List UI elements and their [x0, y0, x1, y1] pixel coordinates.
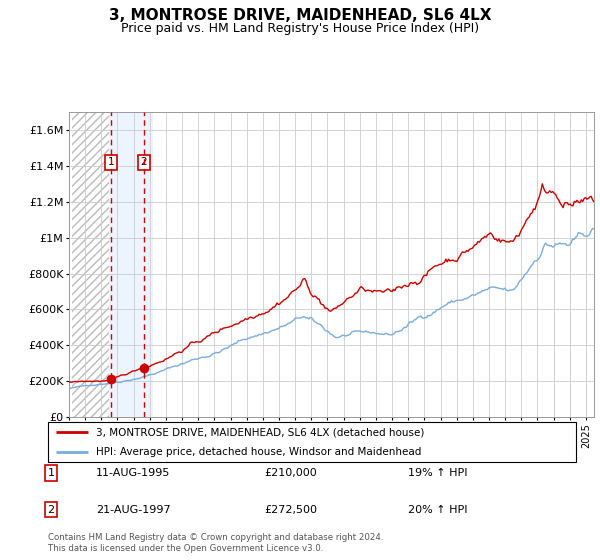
Text: 2: 2 [47, 505, 55, 515]
Text: £272,500: £272,500 [264, 505, 317, 515]
Bar [72, 112, 109, 417]
Text: 20% ↑ HPI: 20% ↑ HPI [408, 505, 467, 515]
Text: 21-AUG-1997: 21-AUG-1997 [96, 505, 170, 515]
Text: 2: 2 [140, 157, 147, 167]
Bar [109, 112, 153, 417]
Text: Price paid vs. HM Land Registry's House Price Index (HPI): Price paid vs. HM Land Registry's House … [121, 22, 479, 35]
Text: HPI: Average price, detached house, Windsor and Maidenhead: HPI: Average price, detached house, Wind… [95, 447, 421, 458]
Text: 3, MONTROSE DRIVE, MAIDENHEAD, SL6 4LX: 3, MONTROSE DRIVE, MAIDENHEAD, SL6 4LX [109, 8, 491, 24]
Text: £210,000: £210,000 [264, 468, 317, 478]
Text: Contains HM Land Registry data © Crown copyright and database right 2024.
This d: Contains HM Land Registry data © Crown c… [48, 533, 383, 553]
Bar [72, 112, 109, 417]
Text: 11-AUG-1995: 11-AUG-1995 [96, 468, 170, 478]
Text: 3, MONTROSE DRIVE, MAIDENHEAD, SL6 4LX (detached house): 3, MONTROSE DRIVE, MAIDENHEAD, SL6 4LX (… [95, 427, 424, 437]
Text: 19% ↑ HPI: 19% ↑ HPI [408, 468, 467, 478]
Text: 1: 1 [108, 157, 115, 167]
Text: 1: 1 [47, 468, 55, 478]
